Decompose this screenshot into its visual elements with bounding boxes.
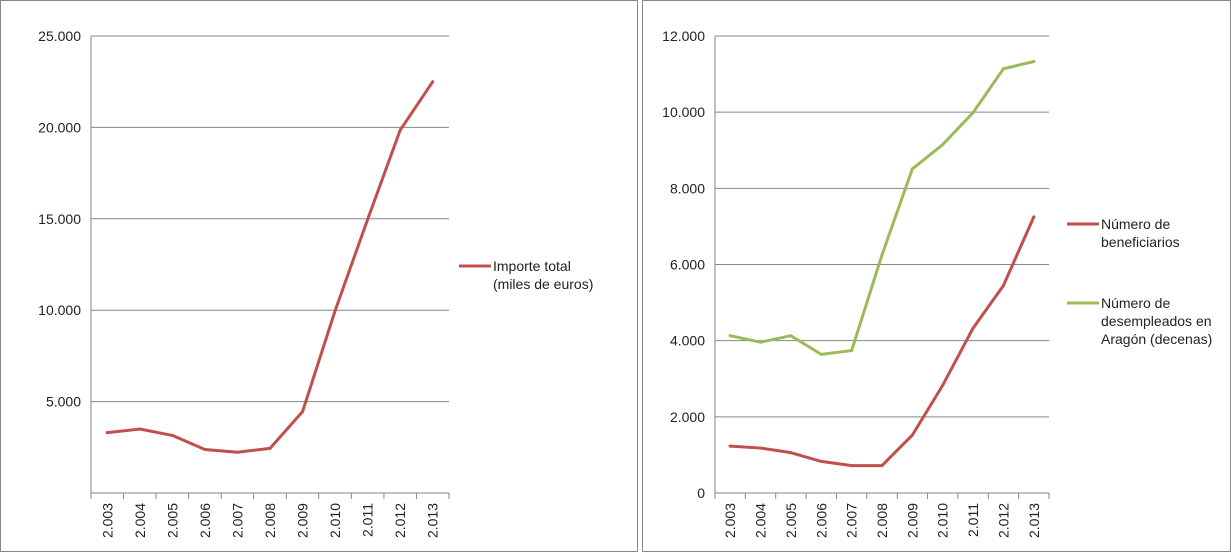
data-point xyxy=(850,464,854,468)
data-point xyxy=(971,326,975,330)
data-point xyxy=(170,433,174,437)
x-tick-label: 2.011 xyxy=(965,503,981,537)
data-point xyxy=(268,446,272,450)
data-point xyxy=(1032,215,1036,219)
x-tick-label: 2.009 xyxy=(295,503,311,538)
data-point xyxy=(1001,283,1005,287)
data-point xyxy=(235,450,239,454)
x-tick-label: 2.013 xyxy=(1026,503,1042,538)
y-tick-label: 25.000 xyxy=(38,28,81,44)
data-point xyxy=(759,340,763,344)
x-tick-label: 2.004 xyxy=(753,503,769,538)
y-tick-label: 10.000 xyxy=(662,104,705,120)
line-chart-beneficiarios: 0 2.000 4.000 6.000 8.000 10.000 12.000 2.003 2.… xyxy=(662,28,1212,538)
x-tick-label: 2.011 xyxy=(360,503,376,537)
x-tick-label: 2.007 xyxy=(844,503,860,538)
x-tick-label: 2.007 xyxy=(229,503,245,538)
data-point xyxy=(819,459,823,463)
data-point xyxy=(203,447,207,451)
y-tick-label: 8.000 xyxy=(670,180,705,196)
data-point xyxy=(789,451,793,455)
x-tick-label: 2.006 xyxy=(813,503,829,538)
data-point xyxy=(1001,67,1005,71)
y-tick-label: 5.000 xyxy=(46,394,81,410)
x-tick-label: 2.006 xyxy=(197,503,213,538)
legend-label: (miles de euros) xyxy=(493,276,593,292)
data-point xyxy=(366,217,370,221)
x-tick-label: 2.010 xyxy=(935,503,951,538)
data-point xyxy=(850,349,854,353)
y-tick-label: 0 xyxy=(697,485,705,501)
data-point xyxy=(941,143,945,147)
legend-label: Número de xyxy=(1101,295,1170,311)
legend-label: Aragón (decenas) xyxy=(1101,331,1212,347)
x-tick-label: 2.010 xyxy=(327,503,343,538)
data-point xyxy=(728,334,732,338)
y-tick-label: 6.000 xyxy=(670,257,705,273)
x-tick-label: 2.012 xyxy=(995,503,1011,538)
data-point xyxy=(138,427,142,431)
data-point xyxy=(910,433,914,437)
y-tick-label: 12.000 xyxy=(662,28,705,44)
data-point xyxy=(971,111,975,115)
y-tick-label: 2.000 xyxy=(670,409,705,425)
y-tick-label: 4.000 xyxy=(670,333,705,349)
x-tick-label: 2.008 xyxy=(262,503,278,538)
x-tick-label: 2.012 xyxy=(392,503,408,538)
data-point xyxy=(789,334,793,338)
data-point xyxy=(105,431,109,435)
legend-label: desempleados en xyxy=(1101,313,1212,329)
chart-panel-beneficiarios: 0 2.000 4.000 6.000 8.000 10.000 12.000 2.003 2.… xyxy=(642,0,1231,552)
line-chart-importe: 5.000 10.000 15.000 20.000 25.000 2.003 2.004 2… xyxy=(38,28,593,538)
series-line xyxy=(728,60,1036,356)
x-tick-label: 2.013 xyxy=(425,503,441,538)
data-point xyxy=(398,128,402,132)
data-point xyxy=(1032,60,1036,64)
y-tick-label: 15.000 xyxy=(38,211,81,227)
y-tick-label: 10.000 xyxy=(38,302,81,318)
x-tick-label: 2.008 xyxy=(874,503,890,538)
data-point xyxy=(941,383,945,387)
data-point xyxy=(301,410,305,414)
x-tick-label: 2.005 xyxy=(783,503,799,538)
data-point xyxy=(759,446,763,450)
x-tick-label: 2.004 xyxy=(132,503,148,538)
data-point xyxy=(819,352,823,356)
chart-panel-importe: 5.000 10.000 15.000 20.000 25.000 2.003 2.004 2… xyxy=(0,0,638,552)
data-point xyxy=(431,80,435,84)
x-tick-label: 2.003 xyxy=(99,503,115,538)
x-tick-label: 2.005 xyxy=(164,503,180,538)
data-point xyxy=(880,464,884,468)
legend-label: Importe total xyxy=(493,258,571,274)
data-point xyxy=(880,253,884,257)
data-point xyxy=(910,167,914,171)
data-point xyxy=(333,309,337,313)
data-point xyxy=(728,444,732,448)
series-line xyxy=(105,80,435,454)
y-tick-label: 20.000 xyxy=(38,119,81,135)
legend-label: beneficiarios xyxy=(1101,234,1180,250)
x-tick-label: 2.009 xyxy=(904,503,920,538)
x-tick-label: 2.003 xyxy=(722,503,738,538)
legend-label: Número de xyxy=(1101,216,1170,232)
